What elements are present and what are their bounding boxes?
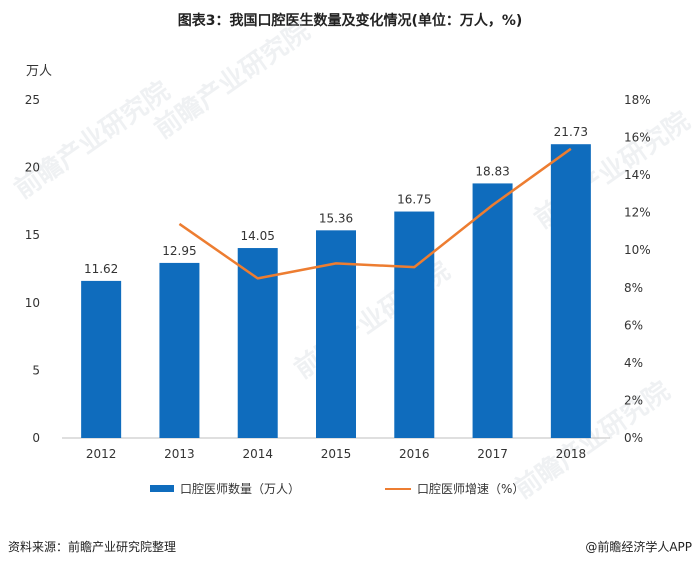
legend-bar-swatch (150, 485, 174, 492)
bar (237, 248, 278, 438)
x-tick-label: 2017 (477, 447, 508, 461)
source-note: 资料来源：前瞻产业研究院整理 (8, 540, 177, 554)
y-right-tick-label: 12% (624, 206, 651, 220)
y-right-tick-label: 18% (624, 93, 651, 107)
x-tick-label: 2013 (164, 447, 195, 461)
legend-bar-label: 口腔医师数量（万人） (180, 482, 301, 496)
y-right-tick-label: 4% (624, 356, 643, 370)
x-tick-label: 2015 (321, 447, 352, 461)
x-tick-label: 2014 (242, 447, 273, 461)
legend-bar: 口腔医师数量（万人） (150, 480, 300, 497)
y-right-tick-label: 10% (624, 243, 651, 257)
y-right-tick-label: 8% (624, 281, 643, 295)
bar (394, 211, 435, 438)
bar-data-label: 15.36 (319, 211, 353, 225)
bar (81, 280, 122, 438)
y-left-tick-label: 15 (25, 228, 40, 242)
chart-title: 图表3：我国口腔医生数量及变化情况(单位：万人，%) (177, 13, 523, 29)
y-left-tick-label: 25 (25, 93, 40, 107)
y-right-tick-label: 14% (624, 168, 651, 182)
bar (159, 262, 200, 438)
growth-rate-line (178, 147, 572, 280)
bar (472, 183, 513, 438)
bar (550, 144, 591, 439)
y-right-tick-label: 16% (624, 131, 651, 145)
x-tick-label: 2018 (556, 447, 587, 461)
bar-data-label: 21.73 (554, 125, 588, 139)
y-left-tick-label: 20 (25, 161, 40, 175)
x-tick-label: 2016 (399, 447, 430, 461)
legend-line: 口腔医师增速（%） (385, 480, 524, 497)
x-tick-label: 2012 (86, 447, 117, 461)
brand-note: @前瞻经济学人APP (585, 540, 692, 554)
left-axis-unit: 万人 (26, 64, 53, 79)
y-left-tick-label: 5 (32, 363, 40, 377)
bar-data-label: 11.62 (84, 262, 118, 276)
bar-data-label: 12.95 (162, 244, 196, 258)
bar-data-label: 16.75 (397, 193, 431, 207)
legend-line-label: 口腔医师增速（%） (417, 482, 525, 496)
y-right-tick-label: 6% (624, 318, 643, 332)
bar (316, 230, 356, 438)
y-left-tick-label: 0 (32, 431, 40, 445)
y-right-tick-label: 2% (624, 393, 643, 407)
legend-line-swatch (385, 487, 411, 490)
y-left-tick-label: 10 (25, 296, 40, 310)
bar-data-label: 14.05 (241, 229, 275, 243)
y-right-tick-label: 0% (624, 431, 643, 445)
bar-data-label: 18.83 (475, 164, 509, 178)
